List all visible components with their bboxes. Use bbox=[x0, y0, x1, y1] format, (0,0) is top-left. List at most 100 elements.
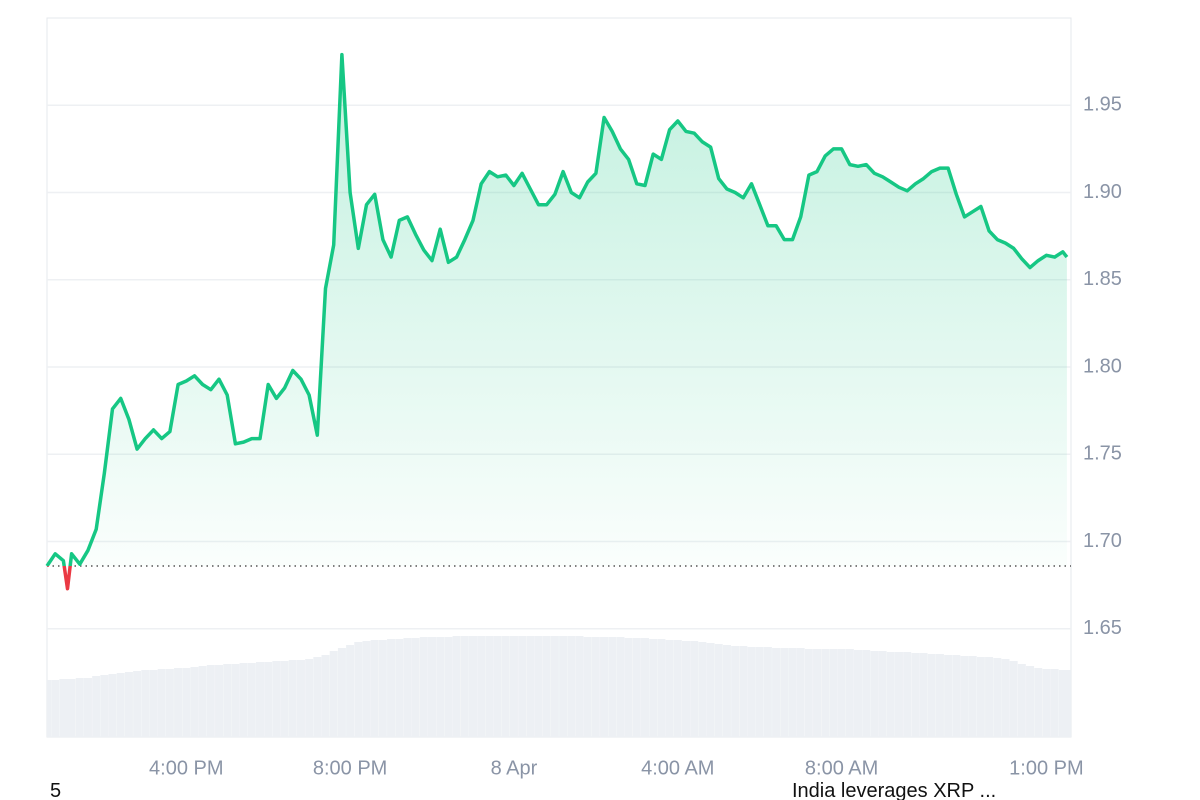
volume-bar bbox=[1001, 659, 1010, 737]
plot-frame bbox=[46, 17, 1072, 738]
volume-bar bbox=[796, 648, 805, 737]
volume-bar bbox=[714, 644, 723, 737]
volume-bar bbox=[436, 637, 445, 737]
volume-bar bbox=[854, 650, 863, 737]
volume-bar bbox=[632, 638, 641, 737]
volume-bar bbox=[403, 638, 412, 737]
volume-bar bbox=[681, 641, 690, 737]
volume-bar bbox=[845, 649, 854, 737]
footer-right: India leverages XRP ... bbox=[792, 780, 996, 800]
volume-bar bbox=[223, 664, 232, 737]
volume-bar bbox=[255, 662, 264, 737]
volume-bar bbox=[280, 661, 289, 737]
volume-bar bbox=[124, 672, 133, 737]
volume-bar bbox=[886, 652, 895, 737]
x-tick-label: 8:00 PM bbox=[313, 757, 387, 779]
volume-bar bbox=[346, 645, 355, 737]
volume-bar bbox=[673, 640, 682, 737]
volume-bar bbox=[600, 637, 609, 737]
volume-bar bbox=[92, 676, 101, 737]
volume-bar bbox=[739, 646, 748, 737]
volume-bar bbox=[444, 637, 453, 737]
volume-bar bbox=[378, 640, 387, 737]
area-fill bbox=[47, 54, 1067, 589]
volume-bar bbox=[83, 678, 92, 737]
volume-bar bbox=[477, 636, 486, 737]
volume-bar bbox=[1009, 661, 1018, 737]
x-tick-label: 8 Apr bbox=[491, 757, 538, 779]
volume-bar bbox=[968, 656, 977, 737]
volume-bar bbox=[919, 653, 928, 737]
volume-bar bbox=[772, 648, 781, 737]
volume-bar bbox=[247, 663, 256, 737]
volume-bar bbox=[518, 636, 527, 737]
volume-bar bbox=[862, 650, 871, 737]
volume-bar bbox=[780, 648, 789, 737]
volume-bar bbox=[337, 648, 346, 737]
y-tick-label: 1.70 bbox=[1083, 530, 1122, 552]
y-tick-label: 1.80 bbox=[1083, 355, 1122, 377]
volume-bar bbox=[944, 655, 953, 737]
volume-bar bbox=[206, 665, 215, 737]
volume-bar bbox=[354, 642, 363, 737]
volume-bar bbox=[985, 657, 994, 737]
volume-bar bbox=[567, 636, 576, 737]
volume-bar bbox=[575, 636, 584, 737]
volume-bar bbox=[911, 653, 920, 737]
volume-bar bbox=[190, 667, 199, 737]
volume-bar bbox=[690, 641, 699, 737]
volume-bar bbox=[550, 636, 559, 737]
volume-bar bbox=[583, 637, 592, 737]
volume-bar bbox=[264, 662, 273, 737]
volume-bar bbox=[755, 647, 764, 737]
volume-bar bbox=[813, 649, 822, 737]
volume-bar bbox=[509, 636, 518, 737]
volume-bar bbox=[419, 637, 428, 737]
volume-bar bbox=[993, 658, 1002, 737]
y-tick-label: 1.90 bbox=[1083, 181, 1122, 203]
volume-bar bbox=[649, 639, 658, 737]
volume-bar bbox=[362, 641, 371, 737]
volume-bar bbox=[100, 675, 109, 737]
volume-bar bbox=[51, 680, 60, 737]
volume-bar bbox=[665, 640, 674, 737]
y-tick-label: 1.95 bbox=[1083, 94, 1122, 116]
volume-bar bbox=[542, 636, 551, 737]
volume-bar bbox=[1026, 666, 1035, 737]
volume-bar bbox=[370, 640, 379, 737]
volume-bar bbox=[329, 651, 338, 737]
volume-bar bbox=[591, 637, 600, 737]
volume-bar bbox=[313, 657, 322, 737]
volume-bar bbox=[960, 656, 969, 737]
volume-bar bbox=[63, 679, 72, 737]
volume-bar bbox=[321, 655, 330, 737]
x-tick-label: 8:00 AM bbox=[805, 757, 878, 779]
volume-bar bbox=[149, 670, 158, 737]
volume-bar bbox=[1058, 670, 1067, 737]
volume-bar bbox=[788, 648, 797, 737]
volume-bar bbox=[616, 637, 625, 737]
volume-bar bbox=[894, 652, 903, 737]
volume-bar bbox=[485, 636, 494, 737]
volume-bar bbox=[976, 657, 985, 737]
y-tick-label: 1.75 bbox=[1083, 443, 1122, 465]
volume-bar bbox=[608, 637, 617, 737]
volume-bar bbox=[305, 659, 314, 737]
volume-bar bbox=[272, 661, 281, 737]
volume-bar bbox=[903, 652, 912, 737]
volume-bar bbox=[935, 654, 944, 737]
volume-bar bbox=[1050, 669, 1059, 737]
volume-bar bbox=[706, 643, 715, 737]
volume-bar bbox=[821, 649, 830, 737]
y-tick-label: 1.85 bbox=[1083, 268, 1122, 290]
volume-bar bbox=[657, 639, 666, 737]
volume-bar bbox=[927, 654, 936, 737]
price-line bbox=[45, 52, 1069, 591]
volume-bar bbox=[231, 664, 240, 737]
volume-bar bbox=[804, 649, 813, 737]
volume-bar bbox=[559, 636, 568, 737]
plot-layer: 1.65 1.70 1.75 1.80 1.85 1.90 1.95 4:00 PM 8:00 … bbox=[45, 52, 1122, 779]
volume-bar bbox=[108, 674, 117, 737]
volume-bar bbox=[952, 655, 961, 737]
volume-bar bbox=[870, 651, 879, 737]
